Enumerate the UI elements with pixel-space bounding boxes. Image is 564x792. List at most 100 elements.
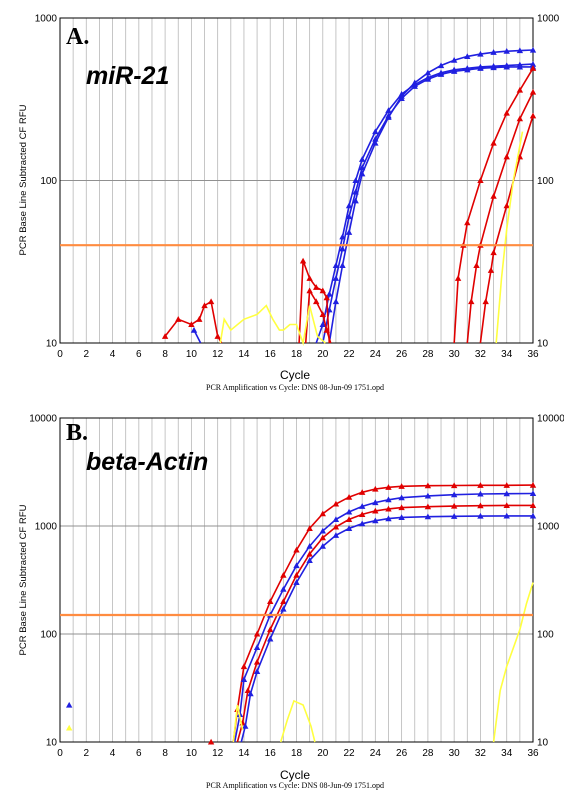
data-point-blue bbox=[477, 50, 484, 57]
data-point-red bbox=[358, 489, 366, 495]
data-point-blue bbox=[358, 503, 366, 509]
data-point-blue bbox=[352, 197, 359, 204]
data-point-blue bbox=[450, 56, 458, 63]
data-point-red bbox=[319, 311, 326, 317]
series-line-yellow bbox=[232, 704, 244, 743]
data-point-blue bbox=[490, 49, 497, 55]
y-tick-label-right: 1000 bbox=[537, 522, 560, 533]
y-tick-label-right: 100 bbox=[537, 176, 554, 187]
x-tick-label: 28 bbox=[422, 349, 434, 360]
data-point-blue bbox=[242, 723, 249, 729]
data-point-blue bbox=[319, 321, 326, 328]
x-tick-label: 4 bbox=[110, 748, 116, 759]
x-tick-label: 26 bbox=[396, 349, 408, 360]
data-point-red bbox=[196, 316, 203, 322]
x-tick-label: 14 bbox=[238, 748, 250, 759]
data-point-blue bbox=[332, 532, 340, 538]
data-point-blue bbox=[424, 513, 432, 520]
series-line-blue bbox=[233, 492, 534, 743]
data-point-red bbox=[313, 298, 320, 305]
data-point-blue bbox=[293, 562, 300, 569]
data-point-blue bbox=[437, 62, 445, 69]
data-point-red bbox=[306, 550, 313, 557]
data-point-blue bbox=[529, 512, 537, 519]
data-point-blue bbox=[464, 53, 471, 60]
panel-label-a: A. bbox=[66, 24, 89, 50]
x-tick-label: 2 bbox=[83, 349, 89, 360]
series-line-yellow bbox=[219, 304, 326, 347]
data-point-blue bbox=[477, 65, 484, 71]
data-point-red bbox=[372, 485, 379, 492]
data-point-blue bbox=[253, 644, 261, 651]
data-point-blue bbox=[450, 491, 458, 498]
data-point-blue bbox=[516, 47, 524, 54]
x-tick-label: 26 bbox=[396, 748, 408, 759]
data-point-red bbox=[385, 484, 392, 490]
y-tick-label-left: 10000 bbox=[29, 414, 57, 425]
data-point-blue bbox=[411, 79, 418, 86]
data-point-blue bbox=[437, 71, 445, 77]
x-tick-label: 8 bbox=[162, 349, 168, 360]
x-axis-label-b: Cycle bbox=[280, 768, 310, 782]
data-point-blue bbox=[345, 202, 353, 209]
y-tick-label-right: 10 bbox=[537, 738, 549, 749]
data-point-blue bbox=[372, 499, 379, 506]
data-point-blue bbox=[490, 64, 497, 71]
x-tick-label: 22 bbox=[343, 349, 355, 360]
x-tick-label: 6 bbox=[136, 349, 142, 360]
data-point-blue bbox=[280, 585, 287, 592]
data-point-red bbox=[240, 663, 248, 670]
data-point-blue bbox=[332, 262, 340, 269]
y-tick-label-right: 10000 bbox=[537, 414, 564, 425]
data-point-blue bbox=[339, 245, 346, 252]
data-point-blue bbox=[503, 63, 510, 70]
x-tick-label: 12 bbox=[212, 349, 224, 360]
y-tick-label-left: 1000 bbox=[35, 522, 58, 533]
x-tick-label: 24 bbox=[370, 349, 382, 360]
x-tick-label: 24 bbox=[370, 748, 382, 759]
data-point-red bbox=[529, 65, 537, 71]
data-point-blue bbox=[372, 517, 379, 524]
y-tick-label-right: 10 bbox=[537, 339, 549, 350]
data-point-blue bbox=[411, 83, 418, 89]
x-tick-label: 22 bbox=[343, 748, 355, 759]
plot-frame bbox=[59, 17, 534, 344]
x-tick-label: 20 bbox=[317, 748, 329, 759]
data-point-blue bbox=[398, 93, 405, 99]
data-point-red bbox=[201, 302, 208, 309]
y-tick-label-left: 1000 bbox=[35, 14, 58, 25]
x-tick-label: 2 bbox=[83, 748, 89, 759]
data-point-red bbox=[188, 321, 195, 328]
marker-point-yellow bbox=[65, 724, 73, 731]
series-line-blue bbox=[322, 66, 533, 344]
data-point-red bbox=[299, 257, 307, 264]
data-point-blue bbox=[190, 326, 198, 333]
data-point-blue bbox=[516, 63, 524, 70]
data-point-blue bbox=[319, 527, 326, 534]
data-point-red bbox=[306, 275, 313, 281]
x-axis-label-a: Cycle bbox=[280, 368, 310, 382]
data-point-red bbox=[477, 502, 484, 509]
data-point-red bbox=[468, 298, 475, 305]
data-point-red bbox=[313, 284, 320, 290]
data-point-red bbox=[450, 482, 458, 489]
y-tick-label-left: 10 bbox=[46, 738, 58, 749]
data-point-red bbox=[267, 598, 274, 605]
data-point-red bbox=[398, 504, 405, 511]
data-point-blue bbox=[385, 114, 392, 120]
data-point-red bbox=[323, 294, 330, 301]
x-tick-label: 18 bbox=[291, 349, 303, 360]
data-point-blue bbox=[529, 490, 537, 497]
series-line-yellow bbox=[495, 131, 524, 344]
data-point-blue bbox=[345, 508, 353, 515]
series-line-red bbox=[466, 91, 534, 344]
data-point-blue bbox=[306, 543, 313, 549]
data-point-red bbox=[280, 598, 287, 605]
footer-a: PCR Amplification vs Cycle: DNS 08-Jun-0… bbox=[206, 383, 384, 392]
y-axis-label-a: PCR Base Line Subtracted CF RFU bbox=[18, 104, 29, 255]
data-point-blue bbox=[293, 579, 300, 586]
y-tick-label-left: 100 bbox=[40, 630, 57, 641]
data-point-red bbox=[490, 139, 497, 146]
